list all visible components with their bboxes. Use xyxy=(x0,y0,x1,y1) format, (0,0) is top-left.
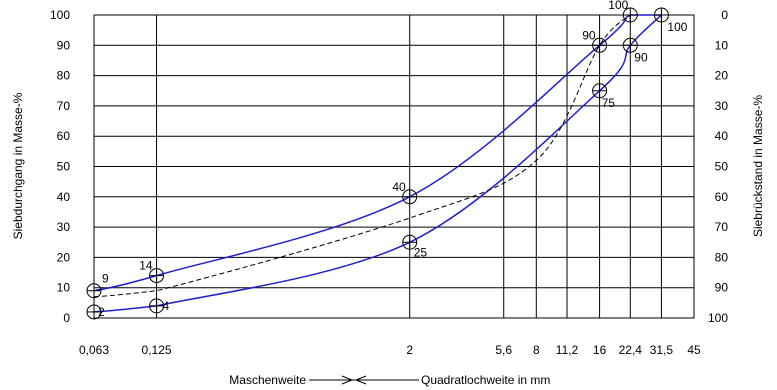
plot-frame xyxy=(93,14,695,319)
y-tick-label-right: 0 xyxy=(721,8,728,22)
x-tick-label: 45 xyxy=(687,343,701,357)
lower-limit-data-label: 75 xyxy=(602,96,616,110)
upper-limit-data-label: 100 xyxy=(608,0,628,12)
y-tick-label-right: 40 xyxy=(715,129,729,143)
y-tick-label-right: 10 xyxy=(715,38,729,52)
x-tick-label: 0,125 xyxy=(142,343,172,357)
y-tick-label-left: 30 xyxy=(57,220,71,234)
x-tick-label: 11,2 xyxy=(556,343,579,357)
x-axis-label-left: Maschenweite xyxy=(229,373,306,387)
lower-limit-data-label: 2 xyxy=(98,305,105,319)
x-tick-label: 31,5 xyxy=(650,343,674,357)
y-tick-label-left: 0 xyxy=(63,311,70,325)
lower-limit-data-label: 4 xyxy=(163,299,170,313)
series-group xyxy=(93,14,662,313)
y-tick-label-left: 90 xyxy=(57,38,71,52)
y-tick-label-right: 30 xyxy=(715,99,729,113)
y-tick-label-right: 70 xyxy=(715,220,729,234)
y-tick-label-left: 100 xyxy=(50,8,70,22)
x-tick-label: 0,063 xyxy=(79,343,109,357)
markers-group: 9 14 40 90 100 2 4 25 75 90 100 xyxy=(86,0,688,320)
upper-limit-line xyxy=(93,14,662,292)
x-tick-label: 16 xyxy=(593,343,607,357)
y-tick-label-right: 60 xyxy=(715,190,729,204)
lower-limit-line xyxy=(93,14,662,313)
lower-limit-data-label: 90 xyxy=(634,50,648,64)
y-tick-label-right: 90 xyxy=(715,281,729,295)
y-axis-label-right: Siebrückstand in Masse-% xyxy=(751,95,765,237)
right-y-ticks: 0 10 20 30 40 50 60 70 80 90 100 xyxy=(708,8,728,325)
y-tick-label-left: 80 xyxy=(57,69,71,83)
x-axis-label-right: Quadratlochweite in mm xyxy=(421,373,550,387)
arrow-connector xyxy=(309,375,419,385)
y-axis-label-left: Siebdurchgang in Masse-% xyxy=(11,92,25,239)
y-tick-label-right: 100 xyxy=(708,311,728,325)
y-tick-label-left: 70 xyxy=(57,99,71,113)
lower-limit-data-label: 25 xyxy=(414,245,428,259)
y-tick-label-left: 60 xyxy=(57,129,71,143)
plot-border xyxy=(93,14,695,319)
y-tick-label-left: 10 xyxy=(57,281,71,295)
upper-limit-data-label: 14 xyxy=(139,259,153,273)
x-ticks: 0,063 0,125 2 5,6 8 11,2 16 22,4 31,5 45 xyxy=(79,343,701,357)
x-tick-label: 22,4 xyxy=(619,343,643,357)
upper-limit-data-label: 40 xyxy=(392,180,406,194)
mean-line xyxy=(93,14,631,298)
upper-limit-data-label: 90 xyxy=(582,28,596,42)
upper-limit-data-label: 9 xyxy=(102,272,109,286)
grid xyxy=(93,14,695,319)
x-tick-label: 5,6 xyxy=(495,343,512,357)
y-tick-label-left: 50 xyxy=(57,160,71,174)
x-tick-label: 8 xyxy=(533,343,540,357)
x-tick-label: 2 xyxy=(406,343,413,357)
y-tick-label-left: 20 xyxy=(57,250,71,264)
y-tick-label-left: 40 xyxy=(57,190,71,204)
y-tick-label-right: 50 xyxy=(715,160,729,174)
lower-limit-data-label: 100 xyxy=(667,20,687,34)
y-tick-label-right: 80 xyxy=(715,250,729,264)
y-tick-label-right: 20 xyxy=(715,69,729,83)
